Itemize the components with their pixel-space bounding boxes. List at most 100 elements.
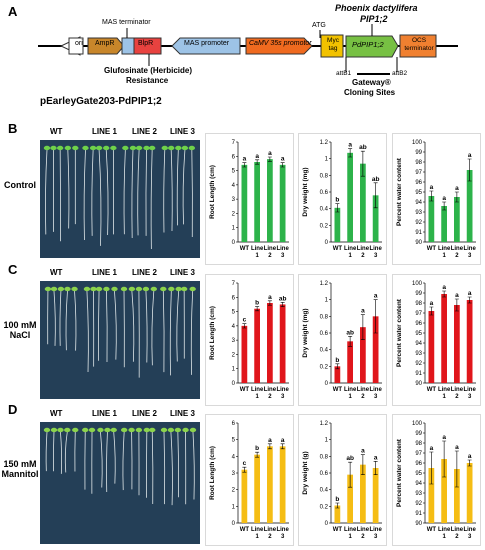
x-tick-label: WT xyxy=(240,387,250,393)
gateway-label: Gateway® xyxy=(352,78,391,87)
significance-letter: b xyxy=(255,445,259,452)
significance-letter: a xyxy=(442,284,446,291)
plate-header-2-2: LINE 1 xyxy=(92,268,117,277)
seedling-root xyxy=(53,290,56,346)
error-bar xyxy=(373,461,378,475)
plate-background xyxy=(40,281,200,399)
plate-header-3-3: LINE 2 xyxy=(132,409,157,418)
plate-header-3-4: LINE 3 xyxy=(170,409,195,418)
y-tick-label: 94 xyxy=(415,481,422,487)
y-tick-label: 96 xyxy=(415,461,422,467)
x-tick-label: Line xyxy=(276,387,289,393)
seedling-leaf xyxy=(168,145,175,151)
significance-letter: a xyxy=(430,184,434,191)
error-bar xyxy=(280,443,285,450)
significance-letter: a xyxy=(468,152,472,159)
y-tick-label: 0.6 xyxy=(320,471,329,477)
y-tick-label: 0 xyxy=(232,381,236,387)
panel-letter-b: B xyxy=(8,121,18,136)
gene-name-label: PIP1;2 xyxy=(360,14,388,24)
seedling-root xyxy=(170,431,173,506)
y-tick-label: 93 xyxy=(415,351,422,357)
error-bar xyxy=(360,314,365,340)
x-tick-label: Line xyxy=(451,527,464,533)
seedling-root xyxy=(169,290,172,376)
x-tick-label-line2: 1 xyxy=(255,253,259,259)
plate-header-1-3: LINE 2 xyxy=(132,127,157,136)
bar-chart-6: Percent water content 90 91 92 93 94 95 96 97 98 9… xyxy=(396,281,476,400)
error-bar xyxy=(267,300,272,306)
seedling-plate-photo-3 xyxy=(40,422,200,544)
x-tick-label: Line xyxy=(438,246,451,252)
seedling-root xyxy=(86,290,89,373)
seedling-leaf xyxy=(64,145,72,151)
condition-label-control: Control xyxy=(2,180,38,190)
seedling-root xyxy=(163,149,166,233)
plate-background xyxy=(40,140,200,258)
seedling-root xyxy=(182,149,186,225)
x-tick-label-line2: 2 xyxy=(268,534,272,540)
plate-header-1-4: LINE 3 xyxy=(170,127,195,136)
significance-letter: a xyxy=(361,448,365,455)
error-bar xyxy=(348,461,353,488)
seedling-leaf xyxy=(110,427,117,433)
seedling-plate-photo-1 xyxy=(40,140,200,258)
x-tick-label: Line xyxy=(276,246,289,252)
significance-letter: ab xyxy=(359,144,367,151)
x-tick-label: Line xyxy=(438,527,451,533)
bar-line-1 xyxy=(347,474,353,523)
y-tick-label: 97 xyxy=(415,451,422,457)
significance-letter: b xyxy=(335,357,339,364)
x-tick-label-line2: 1 xyxy=(255,534,259,540)
mas-terminator-label: MAS terminator xyxy=(102,19,151,26)
x-tick-label-line2: 2 xyxy=(361,394,365,400)
bar-line-3 xyxy=(466,170,473,242)
resistance-label: Resistance xyxy=(126,76,169,85)
condition-mannitol-line1: 150 mM xyxy=(3,459,37,469)
bar-line-3 xyxy=(279,164,286,242)
error-bar xyxy=(360,150,365,177)
x-tick-label-line2: 3 xyxy=(281,253,285,259)
chart-box-8: Dry weight (g) 0 0.2 0.4 0.6 0.8 1 1.2 b WT ab Line… xyxy=(298,414,387,546)
x-tick-label: Line xyxy=(438,387,451,393)
seedling-root xyxy=(98,290,100,361)
bar-wt xyxy=(334,366,341,383)
y-axis-label: Root Length (cm) xyxy=(209,446,216,500)
y-tick-label: 93 xyxy=(415,210,422,216)
y-tick-label: 0.6 xyxy=(320,190,329,196)
seedling-leaf xyxy=(120,427,128,433)
error-bar xyxy=(467,158,472,182)
condition-nacl-line1: 100 mM xyxy=(3,320,37,330)
x-tick-label: WT xyxy=(427,527,437,533)
seedling-leaf xyxy=(135,286,143,292)
bar-line-1 xyxy=(254,308,260,383)
plate-header-2-1: WT xyxy=(50,268,63,277)
seedling-leaf xyxy=(88,427,96,433)
seedling-root xyxy=(83,149,86,240)
seedling-root xyxy=(74,290,77,351)
y-tick-label: 0.8 xyxy=(320,314,329,320)
error-bar xyxy=(429,306,434,316)
x-tick-label-line2: 1 xyxy=(442,253,446,259)
x-tick-label-line2: 2 xyxy=(268,253,272,259)
bar-wt xyxy=(241,469,248,523)
x-tick-label-line2: 1 xyxy=(348,394,352,400)
y-axis-label: Percent water content xyxy=(396,438,403,507)
significance-letter: a xyxy=(268,294,272,301)
bar-wt xyxy=(428,196,435,242)
y-tick-label: 91 xyxy=(415,511,422,517)
seedling-leaf xyxy=(72,145,79,151)
seedling-root xyxy=(45,149,48,235)
significance-letter: a xyxy=(430,300,434,307)
y-tick-label: 1 xyxy=(325,298,329,304)
bar-chart-5: Dry weight (mg) 0 0.2 0.4 0.6 0.8 1 1.2 b WT ab Lin… xyxy=(302,281,382,400)
seedling-root xyxy=(170,149,173,232)
x-tick-label: Line xyxy=(344,527,357,533)
y-tick-label: 2 xyxy=(232,352,236,358)
seedling-root xyxy=(106,431,108,492)
seedling-root xyxy=(60,431,63,474)
y-tick-label: 0.6 xyxy=(320,331,329,337)
seedling-root xyxy=(145,290,148,363)
camv-label: CaMV 35s promotor xyxy=(249,40,312,47)
x-tick-label-line2: 2 xyxy=(361,534,365,540)
